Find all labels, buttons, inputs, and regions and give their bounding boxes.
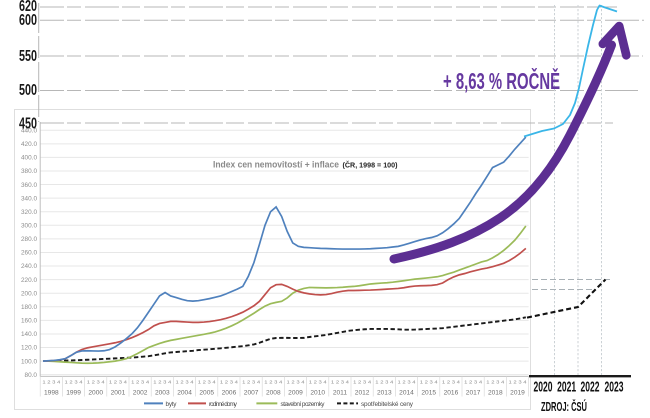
- svg-text:2018: 2018: [488, 390, 503, 397]
- svg-text:1 2 3 4: 1 2 3 4: [509, 380, 528, 385]
- svg-text:2011: 2011: [333, 390, 348, 397]
- svg-text:2009: 2009: [288, 390, 303, 397]
- svg-text:280.0: 280.0: [21, 236, 37, 243]
- svg-text:2008: 2008: [266, 390, 281, 397]
- svg-text:2002: 2002: [133, 390, 148, 397]
- svg-text:spotřebitelské ceny: spotřebitelské ceny: [361, 401, 414, 408]
- svg-text:320.0: 320.0: [21, 209, 37, 216]
- svg-text:2004: 2004: [177, 390, 192, 397]
- svg-text:2022: 2022: [581, 380, 600, 396]
- svg-text:240.0: 240.0: [21, 263, 37, 270]
- svg-text:rodinné domy: rodinné domy: [209, 401, 238, 408]
- svg-text:1998: 1998: [44, 390, 59, 397]
- svg-text:1999: 1999: [66, 390, 81, 397]
- svg-text:1 2 3 4: 1 2 3 4: [109, 380, 128, 385]
- svg-text:220.0: 220.0: [21, 277, 37, 284]
- svg-text:400.0: 400.0: [21, 155, 37, 162]
- svg-text:1 2 3 4: 1 2 3 4: [398, 380, 417, 385]
- svg-text:1 2 3 4: 1 2 3 4: [353, 380, 372, 385]
- svg-text:550: 550: [19, 48, 37, 65]
- svg-text:1 2 3 4: 1 2 3 4: [42, 380, 61, 385]
- svg-text:2019: 2019: [510, 390, 525, 397]
- svg-text:2010: 2010: [310, 390, 325, 397]
- svg-text:2023: 2023: [605, 380, 624, 396]
- svg-text:1 2 3 4: 1 2 3 4: [331, 380, 350, 385]
- svg-text:420.0: 420.0: [21, 141, 37, 148]
- svg-text:1 2 3 4: 1 2 3 4: [176, 380, 195, 385]
- svg-text:1 2 3 4: 1 2 3 4: [464, 380, 483, 385]
- svg-text:2012: 2012: [355, 390, 370, 397]
- svg-text:80.0: 80.0: [25, 372, 38, 379]
- svg-text:(ČR, 1998 = 100): (ČR, 1998 = 100): [343, 161, 398, 170]
- svg-text:2017: 2017: [466, 390, 481, 397]
- svg-text:1 2 3 4: 1 2 3 4: [87, 380, 106, 385]
- svg-text:1 2 3 4: 1 2 3 4: [242, 380, 261, 385]
- svg-text:200.0: 200.0: [21, 290, 37, 297]
- svg-text:1 2 3 4: 1 2 3 4: [131, 380, 150, 385]
- svg-text:120.0: 120.0: [21, 345, 37, 352]
- svg-text:1 2 3 4: 1 2 3 4: [375, 380, 394, 385]
- svg-text:500: 500: [19, 82, 37, 99]
- svg-text:2016: 2016: [444, 390, 459, 397]
- svg-text:2007: 2007: [244, 390, 259, 397]
- svg-text:1 2 3 4: 1 2 3 4: [65, 380, 84, 385]
- svg-text:2005: 2005: [199, 390, 214, 397]
- svg-text:1 2 3 4: 1 2 3 4: [220, 380, 239, 385]
- svg-text:1 2 3 4: 1 2 3 4: [153, 380, 172, 385]
- svg-text:100.0: 100.0: [21, 358, 37, 365]
- svg-text:380.0: 380.0: [21, 168, 37, 175]
- svg-text:1 2 3 4: 1 2 3 4: [420, 380, 439, 385]
- svg-text:620: 620: [19, 0, 37, 15]
- svg-text:1 2 3 4: 1 2 3 4: [264, 380, 283, 385]
- svg-text:260.0: 260.0: [21, 250, 37, 257]
- svg-text:2003: 2003: [155, 390, 170, 397]
- svg-text:2020: 2020: [534, 380, 553, 396]
- svg-text:600: 600: [19, 12, 37, 29]
- svg-text:2013: 2013: [377, 390, 392, 397]
- svg-text:2001: 2001: [111, 390, 126, 397]
- svg-text:300.0: 300.0: [21, 223, 37, 230]
- svg-text:340.0: 340.0: [21, 195, 37, 202]
- svg-text:2000: 2000: [88, 390, 103, 397]
- svg-text:2006: 2006: [222, 390, 237, 397]
- svg-text:1 2 3 4: 1 2 3 4: [309, 380, 328, 385]
- svg-text:2021: 2021: [557, 380, 576, 396]
- svg-text:byty: byty: [166, 401, 178, 408]
- svg-text:Index cen nemovitostí + inflac: Index cen nemovitostí + inflace: [213, 160, 339, 170]
- svg-text:360.0: 360.0: [21, 182, 37, 189]
- svg-text:stavební pozemky: stavební pozemky: [281, 401, 326, 408]
- svg-text:160.0: 160.0: [21, 318, 37, 325]
- svg-text:140.0: 140.0: [21, 331, 37, 338]
- svg-text:450: 450: [19, 115, 37, 132]
- svg-text:ZDROJ: ČSÚ: ZDROJ: ČSÚ: [541, 399, 587, 414]
- svg-text:440.0: 440.0: [21, 127, 37, 134]
- svg-text:2015: 2015: [421, 390, 436, 397]
- svg-text:1 2 3 4: 1 2 3 4: [287, 380, 306, 385]
- svg-text:1 2 3 4: 1 2 3 4: [442, 380, 461, 385]
- svg-text:+ 8,63 % ROČNĚ: + 8,63 % ROČNĚ: [443, 67, 560, 94]
- svg-text:1 2 3 4: 1 2 3 4: [198, 380, 217, 385]
- svg-text:1 2 3 4: 1 2 3 4: [486, 380, 505, 385]
- svg-text:180.0: 180.0: [21, 304, 37, 311]
- svg-text:2014: 2014: [399, 390, 414, 397]
